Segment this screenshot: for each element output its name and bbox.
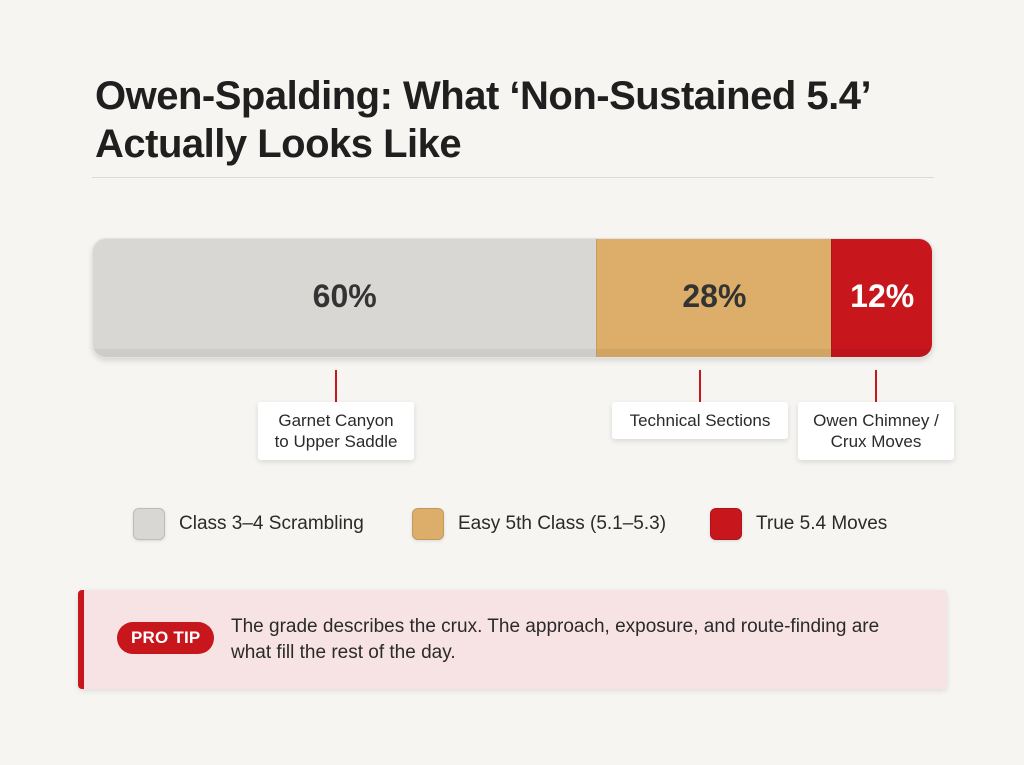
legend-swatch xyxy=(412,508,444,540)
stacked-bar: 60% 28% 12% xyxy=(92,238,933,358)
annotation-tick xyxy=(699,370,701,402)
title-divider xyxy=(92,177,934,178)
legend-item: Easy 5th Class (5.1–5.3) xyxy=(412,506,666,542)
legend-label: True 5.4 Moves xyxy=(756,513,888,534)
bar-segment-3: 12% xyxy=(831,239,932,357)
legend-swatch xyxy=(133,508,165,540)
annotation-callout: Owen Chimney / Crux Moves xyxy=(798,402,954,460)
legend: Class 3–4 Scrambling Easy 5th Class (5.1–… xyxy=(0,506,1024,546)
annotation-callout: Garnet Canyon to Upper Saddle xyxy=(258,402,414,460)
legend-swatch xyxy=(710,508,742,540)
bar-segment-value-label: 12% xyxy=(850,277,915,314)
pro-tip-box: PRO TIP The grade describes the crux. Th… xyxy=(78,590,947,689)
bar-segment-value-label: 28% xyxy=(682,277,747,314)
bar-segment-value-label: 60% xyxy=(312,277,377,314)
pro-tip-badge: PRO TIP xyxy=(117,622,215,654)
bar-segment-1: 60% xyxy=(93,239,597,357)
pro-tip-text: The grade describes the crux. The approa… xyxy=(231,616,880,663)
page-title: Owen-Spalding: What ‘Non-Sustained 5.4’ … xyxy=(95,74,869,166)
legend-label: Class 3–4 Scrambling xyxy=(179,513,364,534)
bar-segment-2: 28% xyxy=(596,239,832,357)
annotation-tick xyxy=(335,370,337,402)
legend-item: Class 3–4 Scrambling xyxy=(133,506,364,542)
annotation-callout: Technical Sections xyxy=(612,402,788,439)
legend-item: True 5.4 Moves xyxy=(710,506,887,542)
annotation-tick xyxy=(875,370,877,402)
legend-label: Easy 5th Class (5.1–5.3) xyxy=(458,513,667,534)
